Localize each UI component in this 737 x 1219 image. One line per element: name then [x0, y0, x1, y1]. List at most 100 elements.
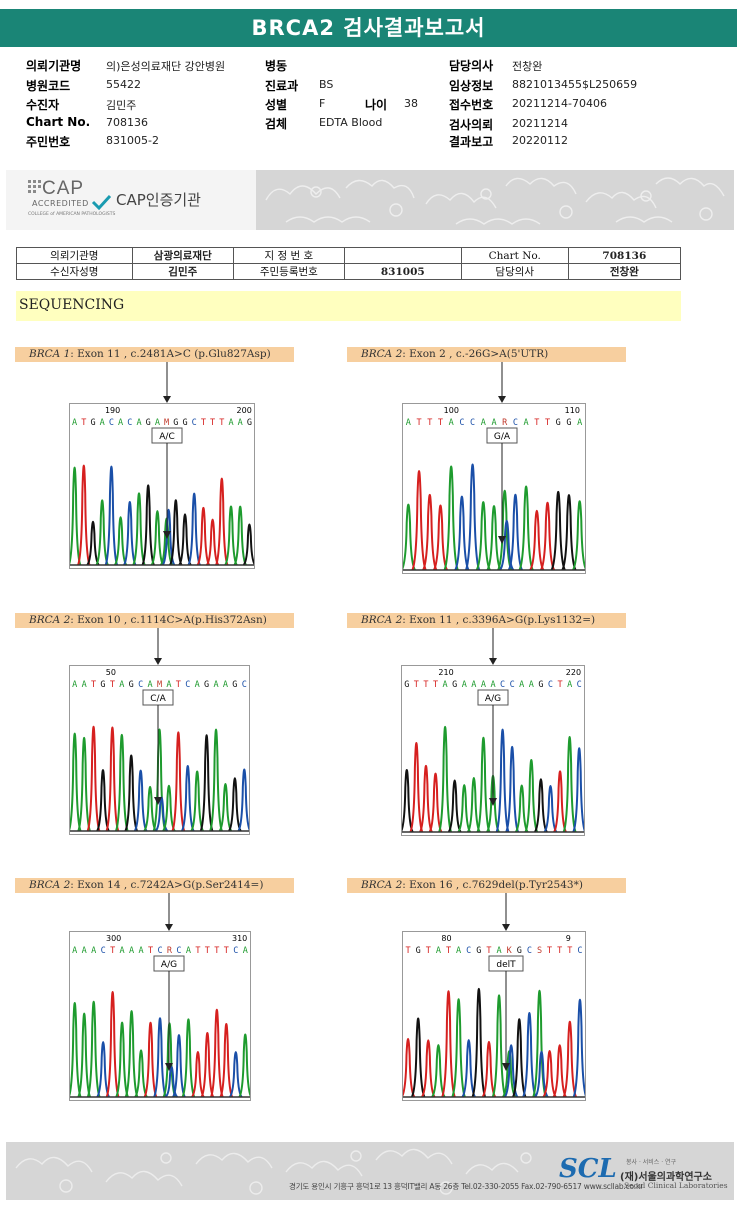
- table-cell: 김민주: [131, 263, 234, 280]
- trace-peak: [191, 1050, 205, 1098]
- trace-peak: [143, 1021, 158, 1098]
- table-cell: 수신자성명: [16, 263, 133, 280]
- base-call: G: [556, 418, 561, 428]
- trace-peak: [178, 513, 192, 566]
- trace-peak: [514, 784, 529, 833]
- base-call: C: [510, 680, 515, 690]
- base-call: C: [157, 946, 162, 956]
- base-call: T: [224, 946, 229, 956]
- trace-peak: [505, 746, 520, 833]
- variant-description: : Exon 14 , c.7242A>G(p.Ser2414=): [70, 879, 264, 891]
- gene-name: BRCA 2: [361, 879, 403, 891]
- base-call: C: [192, 418, 197, 428]
- table-cell: 의뢰기관명: [16, 247, 133, 264]
- variant-marker-arrow-icon: [498, 536, 506, 544]
- trace-peak: [124, 1010, 139, 1098]
- trace-peak: [95, 499, 109, 566]
- info-value: BS: [319, 78, 334, 91]
- info-value: 8821013455$L250659: [512, 78, 638, 91]
- trace-peak: [96, 769, 110, 832]
- info-label: 수진자: [26, 98, 60, 112]
- cap-banner: CAP ACCREDITED COLLEGE of AMERICAN PATHO…: [6, 170, 734, 230]
- checkmark-icon: [91, 194, 111, 210]
- base-call: C: [101, 946, 106, 956]
- base-call: T: [205, 946, 210, 956]
- trace-peak: [572, 999, 585, 1098]
- base-call: G: [146, 418, 151, 428]
- base-call: A: [462, 680, 467, 690]
- base-call: T: [148, 946, 153, 956]
- base-call: A: [223, 680, 228, 690]
- info-label: 병원코드: [26, 79, 71, 93]
- trace-peak: [524, 759, 539, 833]
- trace-peak: [104, 465, 119, 566]
- institute-name: (재)서울의과학연구소: [620, 1172, 712, 1183]
- base-call: T: [416, 418, 421, 428]
- table-cell: Chart No.: [460, 247, 569, 264]
- cap-logo-box: CAP ACCREDITED COLLEGE of AMERICAN PATHO…: [6, 170, 256, 230]
- base-call: T: [446, 946, 451, 956]
- trace-peak: [218, 783, 233, 832]
- trace-peak: [200, 1032, 215, 1098]
- position-number: 190: [105, 406, 120, 415]
- table-cell: 주민등록번호: [232, 263, 345, 280]
- reference-table: 의뢰기관명 삼광의료재단 지 정 번 호 Chart No. 708136 수신…: [16, 247, 682, 280]
- trace-peak: [457, 784, 472, 833]
- trace-peak: [77, 464, 91, 566]
- base-call: A: [243, 946, 248, 956]
- base-call: K: [507, 946, 513, 956]
- trace-peak: [431, 1044, 446, 1098]
- genotype-call: delT: [496, 960, 516, 970]
- position-number: 300: [106, 934, 121, 943]
- base-call: C: [500, 680, 505, 690]
- trace-peak: [124, 754, 139, 832]
- base-call: C: [138, 680, 143, 690]
- base-call: T: [414, 680, 419, 690]
- base-call: T: [91, 680, 96, 690]
- info-value: 831005-2: [106, 134, 159, 147]
- trace-peak: [475, 501, 491, 571]
- base-call: A: [524, 418, 529, 428]
- base-call: T: [210, 418, 215, 428]
- gene-name: BRCA 2: [361, 348, 403, 360]
- trace-peak: [77, 1012, 92, 1098]
- table-row: 수신자성명 김민주 주민등록번호 831005 담당의사 전창완: [16, 263, 682, 280]
- trace-peak: [215, 477, 229, 566]
- base-call: A: [129, 946, 134, 956]
- trace-peak: [209, 728, 223, 832]
- report-title-bar: BRCA2 검사결과보고서: [0, 9, 737, 47]
- variant-label: BRCA 2: Exon 16 , c.7629del(p.Tyr2543*): [347, 878, 626, 893]
- trace-peak: [114, 516, 128, 566]
- trace-peak: [572, 500, 585, 571]
- table-cell: 담당의사: [460, 263, 569, 280]
- variant-label: BRCA 2: Exon 14 , c.7242A>G(p.Ser2414=): [15, 878, 294, 893]
- pointer-arrow-icon: [502, 893, 510, 931]
- trace-peak: [115, 734, 129, 832]
- table-cell: 지 정 번 호: [232, 247, 345, 264]
- trace-peak: [169, 499, 183, 566]
- pointer-arrow-icon: [498, 362, 506, 403]
- trace-peak: [543, 784, 558, 833]
- chromatogram: 210 220 G T T T A G A A A A C C A A G C T A C A/G: [401, 665, 585, 836]
- info-label: 담당의사: [449, 59, 494, 73]
- base-call: G: [538, 680, 543, 690]
- base-call: T: [214, 946, 219, 956]
- info-label: 검사의뢰: [449, 118, 494, 132]
- trace-peak: [491, 994, 507, 1098]
- trace-peak: [410, 1017, 426, 1098]
- base-call: T: [427, 418, 432, 428]
- info-value: 708136: [106, 116, 148, 129]
- base-call: M: [157, 680, 162, 690]
- info-label: 진료과: [265, 79, 299, 93]
- trace-peak: [486, 505, 502, 571]
- trace-peak: [447, 779, 462, 833]
- base-call: A: [496, 946, 501, 956]
- trace-peak: [153, 1017, 167, 1098]
- table-row: 의뢰기관명 삼광의료재단 지 정 번 호 Chart No. 708136: [16, 247, 682, 264]
- trace-peak: [411, 470, 427, 571]
- trace-peak: [476, 737, 491, 833]
- trace-peak: [86, 520, 100, 566]
- genotype-call: C/A: [150, 694, 166, 704]
- trace-peak: [539, 501, 556, 571]
